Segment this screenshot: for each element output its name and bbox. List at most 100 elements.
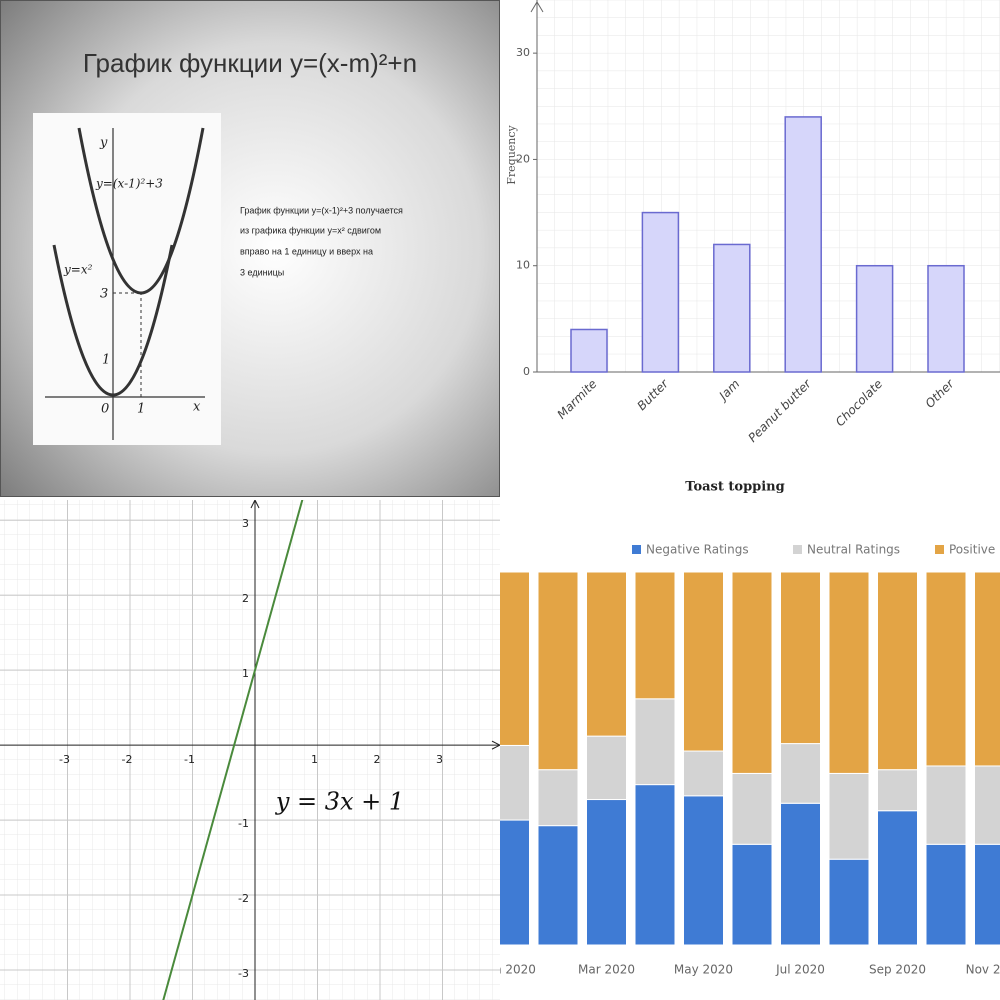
bar-segment [537, 769, 579, 827]
bar-segment [780, 802, 821, 946]
axis-label: y [99, 136, 108, 151]
y-tick-label: 2 [242, 592, 249, 605]
slide-text-line: из графика функции y=x² сдвигом [240, 225, 381, 235]
bar-segment [877, 810, 918, 946]
bar-segment [925, 571, 967, 767]
grid-background [0, 500, 500, 1000]
bar-segment [828, 571, 870, 774]
x-tick-label: 1 [311, 753, 318, 766]
slide-title: График функции y=(x-m)²+n [83, 48, 417, 78]
bar-segment [731, 772, 773, 845]
bar-segment [634, 571, 676, 700]
bar-segment [731, 571, 773, 774]
slide-text: График функции y=(x-1)²+3 получается из … [240, 205, 403, 277]
bar-segment [537, 825, 579, 946]
legend-label: Neutral Ratings [807, 543, 900, 557]
y-tick-label: -3 [238, 967, 249, 980]
stacked-bar-panel: Jan 2020 Mar 2020 May 2020 Jul 2020 Sep 2020… [482, 500, 1000, 1000]
line-chart-panel: -3 -2 -1 1 2 3 -3 -2 -1 1 2 3 y = 3x + 1 [0, 500, 500, 1000]
y-tick-label: 1 [242, 667, 249, 680]
x-tick-label: -2 [122, 753, 133, 766]
bar-segment [974, 765, 1000, 845]
x-tick-label: Jul 2020 [775, 963, 825, 977]
y-tick-label: 30 [516, 46, 530, 59]
tick-label: 1 [102, 353, 110, 368]
bar-segment [634, 784, 676, 946]
legend-label: Positive Ratings [949, 543, 1000, 557]
line [162, 500, 304, 1000]
axis-arrow [491, 740, 500, 750]
bar [641, 211, 680, 373]
bar-segment [683, 750, 724, 797]
legend-swatch [632, 545, 641, 554]
bar-segment [974, 843, 1000, 946]
slide-text-line: вправо на 1 единицу и вверх на [240, 246, 373, 256]
annotation: y = 3x + 1 [275, 788, 404, 816]
x-tick-label: Sep 2020 [869, 963, 926, 977]
x-tick-label: -1 [184, 753, 195, 766]
x-tick-label: Nov 2020 [966, 963, 1000, 977]
legend-swatch [935, 545, 944, 554]
y-tick-label: -2 [238, 892, 249, 905]
y-tick-label: 20 [516, 152, 530, 165]
bar-segment [683, 571, 724, 752]
figure-labels: y x 0 1 3 1 y=(x-1)²+3 y=x² [63, 136, 201, 417]
bar [784, 116, 822, 373]
bar-segment [586, 735, 627, 801]
x-tick-label: May 2020 [674, 963, 733, 977]
bar-segment [586, 571, 627, 737]
legend-label: Negative Ratings [646, 543, 749, 557]
bar-segment [586, 799, 627, 946]
x-tick-label: -3 [59, 753, 70, 766]
slide-text-line: 3 единицы [240, 267, 284, 277]
x-tick-label: Jan 2020 [482, 963, 536, 977]
figure [45, 127, 205, 440]
x-tick-label: 2 [374, 753, 381, 766]
x-axis-label: Toast topping [685, 480, 784, 495]
bar-segment [731, 843, 773, 946]
grid-background [537, 0, 1000, 372]
bar-segment [683, 795, 724, 946]
legend-swatch [793, 545, 802, 554]
y-tick-label: -1 [238, 817, 249, 830]
bar-segment [828, 858, 870, 946]
figure-background [33, 113, 221, 445]
bar [570, 328, 608, 373]
bar [713, 243, 751, 373]
bar-segment [877, 769, 918, 812]
slide-text-line: График функции y=(x-1)²+3 получается [240, 205, 403, 215]
parabola [77, 127, 205, 295]
x-tick-label: 3 [436, 753, 443, 766]
bar-segment [925, 843, 967, 946]
bar-segment [780, 743, 821, 804]
bar-segment [500, 744, 530, 821]
bar-segment [877, 571, 918, 771]
tick-label: 3 [100, 287, 108, 302]
bar [927, 264, 965, 373]
tick-label: 0 [101, 402, 109, 417]
bar-segment [634, 698, 676, 786]
x-tick-label: Mar 2020 [578, 963, 635, 977]
curve-label: y=(x-1)²+3 [95, 177, 163, 191]
tick-label: 1 [137, 402, 145, 417]
bar-segment [780, 571, 821, 745]
y-tick-label: 0 [523, 365, 530, 378]
bar-segment [537, 571, 579, 771]
y-tick-label: 3 [242, 517, 249, 530]
axis-arrow [250, 500, 260, 509]
parabola [52, 244, 174, 397]
y-axis-label: Frequency [505, 124, 518, 184]
bar-segment [828, 772, 870, 860]
bar-segment [500, 571, 530, 746]
bar-segment [974, 571, 1000, 767]
axis-arrow [530, 1, 544, 13]
bar-segment [500, 819, 530, 946]
bar [855, 264, 894, 373]
y-tick-label: 10 [516, 259, 530, 272]
bar-segment [925, 765, 967, 845]
curve-label: y=x² [63, 263, 93, 277]
axis-label: x [193, 400, 201, 415]
slide-panel: График функции y=(x-m)²+n y x 0 1 3 1 y=… [0, 0, 500, 497]
